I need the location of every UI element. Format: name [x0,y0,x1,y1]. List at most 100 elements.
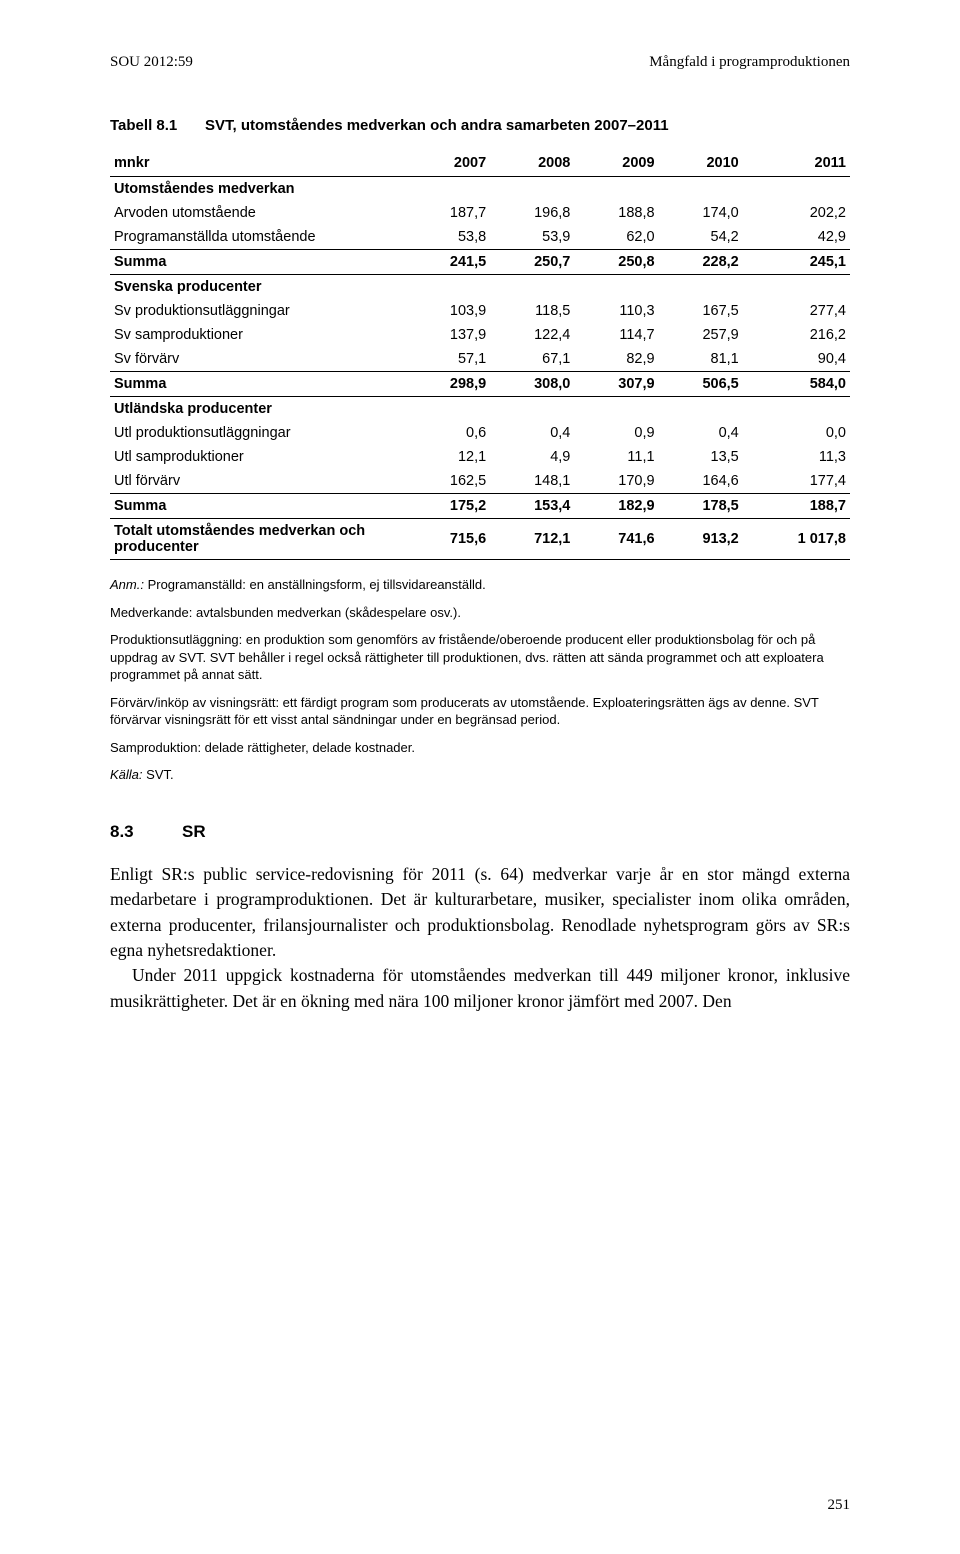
cell-value: 90,4 [743,347,850,372]
cell-value: 257,9 [659,323,743,347]
cell-value: 81,1 [659,347,743,372]
section-heading-83: 8.3SR [110,822,850,842]
cell-value [659,275,743,300]
cell-value [659,397,743,422]
cell-value [743,177,850,202]
row-label: Totalt utomståendes medverkan och produc… [110,519,406,560]
cell-value: 307,9 [574,372,658,397]
table-row: Utl produktionsutläggningar0,60,40,90,40… [110,421,850,445]
section-number: 8.3 [110,822,182,842]
cell-value: 42,9 [743,225,850,250]
header-left: SOU 2012:59 [110,54,193,71]
cell-value: 11,1 [574,445,658,469]
summa-row: Summa175,2153,4182,9178,5188,7 [110,494,850,519]
note-anm: Anm.: Programanställd: en anställningsfo… [110,576,850,594]
section-header-row: Svenska producenter [110,275,850,300]
cell-value: 0,0 [743,421,850,445]
col-year: 2009 [574,150,658,177]
cell-value: 187,7 [406,201,490,225]
row-label: Utländska producenter [110,397,406,422]
cell-value: 0,9 [574,421,658,445]
cell-value [406,177,490,202]
cell-value: 110,3 [574,299,658,323]
row-label: Sv förvärv [110,347,406,372]
cell-value: 12,1 [406,445,490,469]
note-produktionsutlaggning: Produktionsutläggning: en produktion som… [110,631,850,684]
cell-value: 715,6 [406,519,490,560]
cell-value: 298,9 [406,372,490,397]
cell-value: 228,2 [659,250,743,275]
table-row: Programanställda utomstående53,853,962,0… [110,225,850,250]
page-number: 251 [828,1497,851,1514]
note-forvarv: Förvärv/inköp av visningsrätt: ett färdi… [110,694,850,729]
cell-value [574,177,658,202]
cell-value: 202,2 [743,201,850,225]
summa-row: Summa241,5250,7250,8228,2245,1 [110,250,850,275]
row-label: Summa [110,372,406,397]
cell-value: 277,4 [743,299,850,323]
row-label: Svenska producenter [110,275,406,300]
row-label: Utl samproduktioner [110,445,406,469]
cell-value: 54,2 [659,225,743,250]
table-row: Sv förvärv57,167,182,981,190,4 [110,347,850,372]
cell-value: 67,1 [490,347,574,372]
row-label: Programanställda utomstående [110,225,406,250]
cell-value: 196,8 [490,201,574,225]
cell-value: 188,7 [743,494,850,519]
table-row: Sv samproduktioner137,9122,4114,7257,921… [110,323,850,347]
table-row: Arvoden utomstående187,7196,8188,8174,02… [110,201,850,225]
cell-value: 308,0 [490,372,574,397]
table-caption: SVT, utomståendes medverkan och andra sa… [205,115,669,136]
cell-value: 712,1 [490,519,574,560]
cell-value: 250,8 [574,250,658,275]
col-year: 2011 [743,150,850,177]
data-table: mnkr 2007 2008 2009 2010 2011 Utomståend… [110,150,850,560]
body-text: Enligt SR:s public service-redovisning f… [110,862,850,1014]
cell-value [490,397,574,422]
cell-value [406,397,490,422]
note-samproduktion: Samproduktion: delade rättigheter, delad… [110,739,850,757]
row-label: Summa [110,250,406,275]
total-row: Totalt utomståendes medverkan och produc… [110,519,850,560]
cell-value: 170,9 [574,469,658,494]
cell-value: 164,6 [659,469,743,494]
cell-value: 53,9 [490,225,574,250]
body-paragraph: Under 2011 uppgick kostnaderna för utoms… [110,963,850,1014]
cell-value [406,275,490,300]
cell-value: 118,5 [490,299,574,323]
cell-value: 216,2 [743,323,850,347]
cell-value: 11,3 [743,445,850,469]
cell-value: 0,4 [490,421,574,445]
cell-value [659,177,743,202]
table-title: Tabell 8.1 SVT, utomståendes medverkan o… [110,115,850,136]
cell-value: 178,5 [659,494,743,519]
cell-value: 174,0 [659,201,743,225]
table-row: Sv produktionsutläggningar103,9118,5110,… [110,299,850,323]
section-title: SR [182,822,206,841]
cell-value: 0,6 [406,421,490,445]
cell-value [490,177,574,202]
cell-value: 506,5 [659,372,743,397]
note-kalla: Källa: SVT. [110,766,850,784]
row-label: Sv samproduktioner [110,323,406,347]
cell-value: 153,4 [490,494,574,519]
table-number: Tabell 8.1 [110,115,205,136]
cell-value: 4,9 [490,445,574,469]
cell-value: 53,8 [406,225,490,250]
cell-value [743,397,850,422]
row-label: Sv produktionsutläggningar [110,299,406,323]
cell-value: 0,4 [659,421,743,445]
col-year: 2010 [659,150,743,177]
row-label: Utomståendes medverkan [110,177,406,202]
page-header: SOU 2012:59 Mångfald i programproduktion… [110,54,850,71]
col-year: 2007 [406,150,490,177]
cell-value: 913,2 [659,519,743,560]
section-header-row: Utomståendes medverkan [110,177,850,202]
cell-value: 148,1 [490,469,574,494]
cell-value: 741,6 [574,519,658,560]
cell-value [574,275,658,300]
cell-value: 137,9 [406,323,490,347]
cell-value [743,275,850,300]
cell-value: 245,1 [743,250,850,275]
row-label: Summa [110,494,406,519]
